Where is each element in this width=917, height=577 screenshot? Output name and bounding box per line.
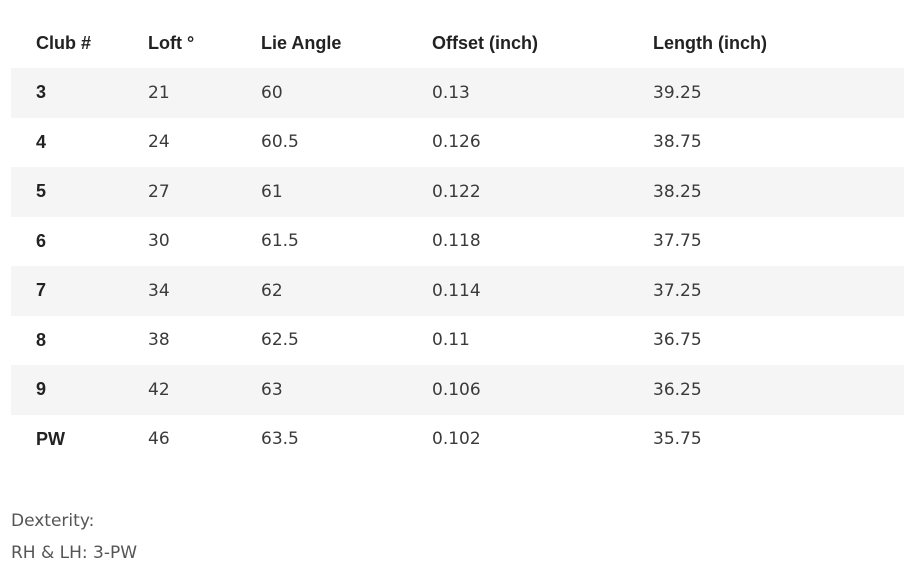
cell-lie-angle: 63 [261,365,432,415]
cell-length: 39.25 [653,68,904,118]
cell-loft: 46 [148,429,170,450]
cell-length: 36.75 [653,330,702,351]
header-loft: Loft ° [148,33,195,53]
cell-loft: 27 [148,167,261,217]
cell-lie-angle: 62 [261,266,432,316]
cell-lie-angle: 60 [261,68,432,118]
specs-table: Club # Loft ° Lie Angle Offset (inch) Le… [11,19,904,464]
cell-length: 36.25 [653,365,904,415]
cell-lie-angle: 62.5 [261,330,299,351]
dexterity-notes: Dexterity: RH & LH: 3-PW [11,505,137,569]
dexterity-label: Dexterity: [11,511,95,531]
cell-length: 37.75 [653,231,702,252]
cell-offset: 0.126 [432,132,481,153]
cell-club: 3 [11,68,148,118]
table-header: Club # Loft ° Lie Angle Offset (inch) Le… [11,19,904,68]
cell-loft: 30 [148,231,170,252]
cell-offset: 0.118 [432,231,481,252]
header-length: Length (inch) [653,33,767,53]
header-lie-angle: Lie Angle [261,33,342,53]
table-row: 9 42 63 0.106 36.25 [11,365,904,415]
header-offset: Offset (inch) [432,33,538,53]
cell-lie-angle: 61.5 [261,231,299,252]
cell-lie-angle: 63.5 [261,429,299,450]
cell-club: 4 [36,131,47,152]
cell-length: 37.25 [653,266,904,316]
cell-club: PW [36,428,65,449]
cell-club: 8 [36,329,47,350]
table-body: 3 21 60 0.13 39.25 4 24 60.5 0.126 38.75… [11,68,904,464]
cell-offset: 0.11 [432,330,470,351]
table-row: 5 27 61 0.122 38.25 [11,167,904,217]
cell-club: 9 [11,365,148,415]
cell-length: 38.75 [653,132,702,153]
cell-lie-angle: 60.5 [261,132,299,153]
cell-loft: 24 [148,132,170,153]
cell-offset: 0.13 [432,68,653,118]
table-row: 8 38 62.5 0.11 36.75 [11,316,904,366]
table-row: 3 21 60 0.13 39.25 [11,68,904,118]
cell-lie-angle: 61 [261,167,432,217]
table-row: PW 46 63.5 0.102 35.75 [11,415,904,465]
cell-loft: 34 [148,266,261,316]
dexterity-value: RH & LH: 3-PW [11,543,138,563]
cell-offset: 0.102 [432,429,481,450]
header-club: Club # [36,33,92,53]
table-row: 7 34 62 0.114 37.25 [11,266,904,316]
table-row: 6 30 61.5 0.118 37.75 [11,217,904,267]
table-row: 4 24 60.5 0.126 38.75 [11,118,904,168]
cell-loft: 38 [148,330,170,351]
cell-offset: 0.122 [432,167,653,217]
cell-loft: 21 [148,68,261,118]
cell-offset: 0.106 [432,365,653,415]
cell-length: 35.75 [653,429,702,450]
header-row: Club # Loft ° Lie Angle Offset (inch) Le… [11,19,904,68]
cell-club: 5 [11,167,148,217]
cell-length: 38.25 [653,167,904,217]
cell-club: 6 [36,230,47,251]
cell-club: 7 [11,266,148,316]
cell-offset: 0.114 [432,266,653,316]
cell-loft: 42 [148,365,261,415]
